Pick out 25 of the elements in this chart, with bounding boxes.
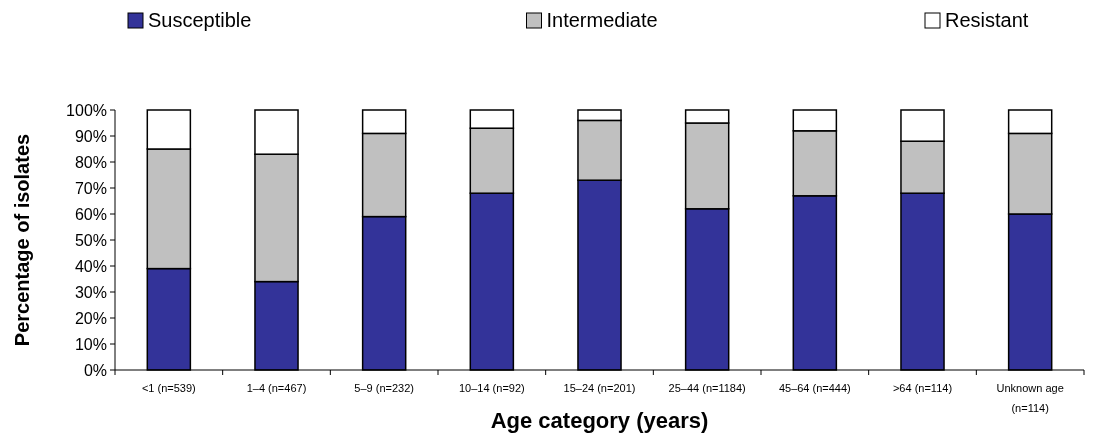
x-tick-label: 25–44 (n=1184): [668, 382, 746, 394]
x-tick-label: 15–24 (n=201): [563, 382, 636, 394]
x-axis-title: Age category (years): [490, 408, 709, 433]
x-tick-label: Unknown age (n=114): [996, 382, 1064, 414]
y-tick-label: 80%: [74, 153, 107, 171]
y-tick-label: 70%: [74, 179, 107, 197]
x-tick-label: 1–4 (n=467): [246, 382, 307, 394]
y-tick-label: 10%: [74, 335, 107, 353]
x-tick-label: >64 (n=114): [892, 382, 953, 394]
y-tick-label: 20%: [74, 309, 107, 327]
x-tick-label: 45–64 (n=444): [778, 382, 851, 394]
y-tick-label: 40%: [74, 257, 107, 275]
x-tick-label: <1 (n=539): [141, 382, 196, 394]
legend-label: Intermediate: [546, 9, 658, 31]
y-tick-label: 0%: [83, 361, 107, 379]
y-tick-label: 90%: [74, 127, 107, 145]
y-axis-title: Percentage of isolates: [11, 133, 33, 347]
y-tick-label: 50%: [74, 231, 107, 249]
y-tick-label: 60%: [74, 205, 107, 223]
x-tick-label: 10–14 (n=92): [458, 382, 525, 394]
y-tick-label: 30%: [74, 283, 107, 301]
y-tick-label: 100%: [66, 101, 107, 119]
legend-label: Susceptible: [148, 9, 252, 31]
x-tick-label: 5–9 (n=232): [354, 382, 414, 394]
legend-label: Resistant: [945, 9, 1029, 31]
